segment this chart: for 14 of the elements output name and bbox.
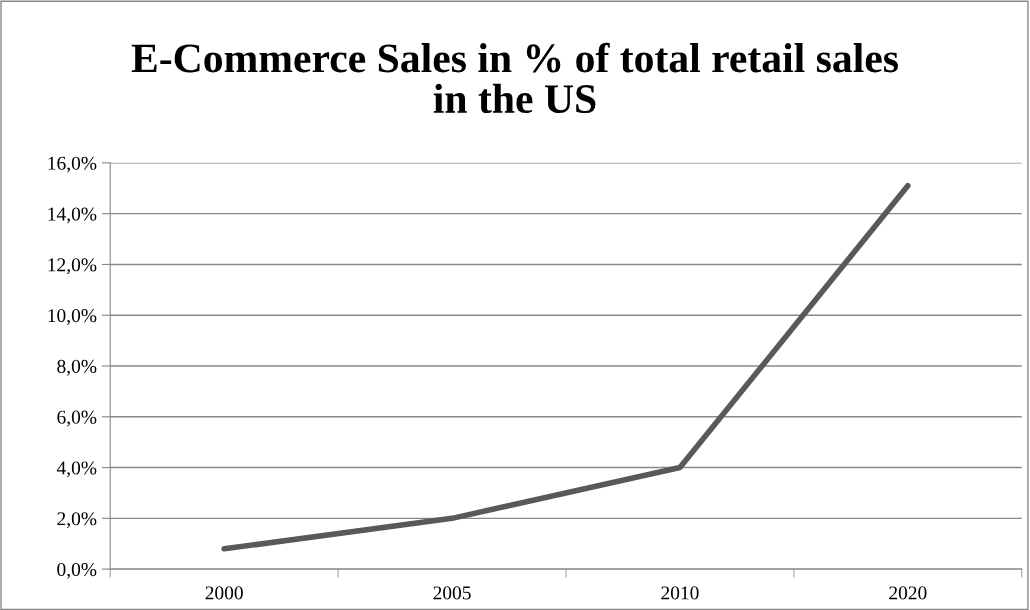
x-tick-label: 2010 [661,586,699,600]
chart-title: E-Commerce Sales in % of total retail sales in the US [131,42,898,114]
y-tick-label: 16,0% [48,156,97,173]
y-tick-label: 0,0% [57,562,97,579]
y-tick-label: 12,0% [48,258,97,275]
y-tick-label: 8,0% [57,359,97,376]
x-tick-label: 2000 [205,586,243,600]
y-tick-label: 4,0% [56,461,97,478]
y-tick-label: 14,0% [48,207,97,224]
y-tick-label: 6,0% [57,410,97,427]
y-tick-label: 10,0% [48,309,97,325]
x-tick-label: 2020 [889,586,927,600]
y-tick-label: 2,0% [57,512,97,529]
x-tick-label: 2005 [433,586,471,600]
